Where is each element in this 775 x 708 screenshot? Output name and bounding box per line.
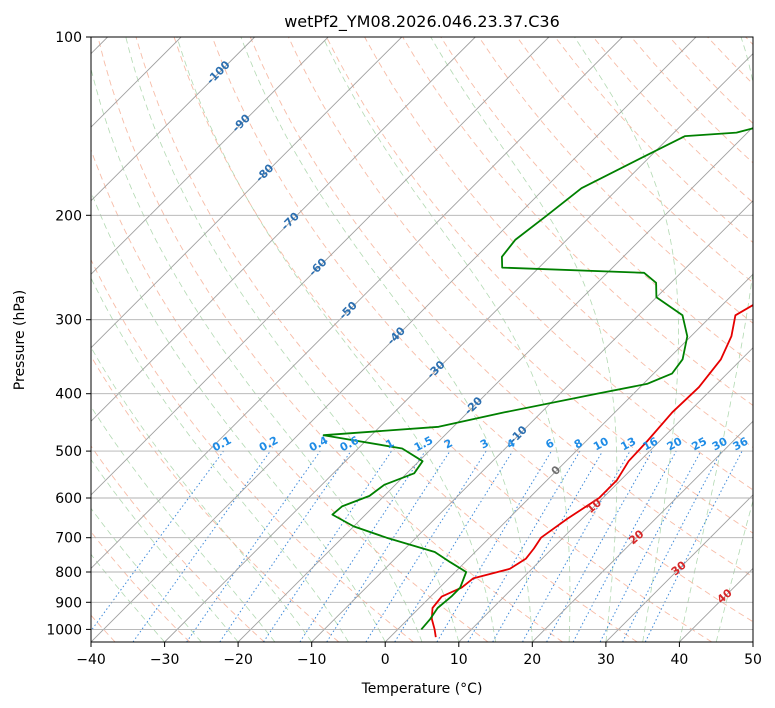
y-tick-label: 200 [55,208,82,224]
x-axis: −40 −30 −20 −10 0 10 20 30 40 50 [76,642,762,668]
moist-adiabat-line [240,37,533,642]
moist-adiabat-line [679,37,753,642]
isotherm-line [311,200,753,642]
moist-adiabat-line [91,507,202,642]
moist-adiabat-line [91,458,239,642]
mixing-ratio-label: 20 [665,435,685,454]
isotherm-line [91,37,550,496]
isotherm-line [91,37,623,570]
moist-adiabat-line [322,37,571,642]
mixing-ratio-line [299,450,426,642]
moist-adiabat-line [574,37,679,642]
chart-title: wetPf2_YM08.2026.046.23.37.C36 [284,12,560,32]
y-axis-label: Pressure (hPa) [12,290,28,390]
y-tick-label: 1000 [46,622,82,638]
x-tick-label: 20 [523,652,541,668]
isotherm-line [531,420,753,642]
dry-adiabat-line [211,37,753,623]
y-tick-label: 100 [55,30,82,46]
mixing-ratio-label: 13 [619,435,639,454]
mixing-ratio-line [186,450,321,642]
isotherm-line [237,126,753,642]
mixing-ratio-line [572,450,677,642]
mixing-ratio-line [132,450,271,642]
plot-frame [90,36,754,643]
dry-adiabat-line [287,37,753,534]
y-tick-label: 400 [55,387,82,403]
mixing-ratio-line [326,450,451,642]
y-tick-label: 300 [55,313,82,329]
moist-adiabat-line [91,277,349,642]
moist-adiabat-line [91,405,276,642]
isotherm-line [91,37,476,422]
dry-adiabat-line [249,37,753,578]
isotherm-line [91,37,403,349]
isotherm-line [91,37,256,202]
y-tick-label: 500 [55,444,82,460]
mixing-ratio-label: 25 [689,435,709,454]
y-axis: 100 200 300 400 500 600 700 800 900 1000 [46,30,91,638]
skewed-isotherms [91,37,753,642]
dry-adiabat-line [97,37,563,642]
x-axis-label: Temperature (°C) [361,681,483,697]
mixing-ratio-line [91,450,224,632]
mixing-ratio-line [546,450,653,642]
mixing-ratio-label: 30 [710,435,730,454]
x-tick-label: 10 [450,652,468,668]
mixing-ratio-line [263,450,392,642]
moist-adiabat-line [91,67,423,642]
x-tick-label: −10 [297,652,327,668]
moist-adiabat-line [430,37,618,642]
isotherm-line [458,347,753,642]
dry-adiabat-line [326,37,753,491]
dry-adiabat-line [91,445,265,642]
x-tick-label: 30 [597,652,615,668]
isotherm-line [91,37,697,642]
y-tick-label: 900 [55,595,82,611]
x-tick-label: −30 [150,652,180,668]
dry-adiabat-line [173,37,713,642]
mixing-ratio-line [644,450,743,642]
dewpoint-profile-line [322,127,753,630]
y-tick-label: 700 [55,531,82,547]
moist-adiabat-line [176,37,496,642]
temperature-profile-line [430,304,753,638]
isotherm-line [384,273,753,642]
dry-adiabat-line [91,258,414,642]
mixing-ratio-line [394,450,514,642]
mixing-ratio-line [522,450,631,642]
moist-adiabat-line [91,553,165,642]
x-tick-label: −40 [76,652,106,668]
isotherm-line [164,52,753,642]
y-tick-label: 600 [55,491,82,507]
mixing-ratio-label: 10 [591,435,611,454]
x-tick-label: 40 [670,652,688,668]
x-tick-label: 50 [744,652,762,668]
profile-lines [322,127,753,638]
dry-adiabat-line [135,37,638,642]
dry-adiabats [91,37,753,642]
moist-adiabat-line [91,190,386,642]
x-tick-label: −20 [223,652,253,668]
mixing-ratio-lines [91,450,743,642]
moist-adiabat-line [715,499,753,642]
isotherm-line [91,37,329,275]
isotherm-line [605,494,753,642]
mixing-ratio-label: 16 [641,435,661,454]
moist-adiabat-line [125,37,460,642]
dry-adiabat-line [91,355,340,642]
mixing-ratio-line [219,450,352,642]
mixing-ratio-label: 36 [731,435,751,454]
y-tick-label: 800 [55,565,82,581]
x-tick-label: 0 [381,652,390,668]
